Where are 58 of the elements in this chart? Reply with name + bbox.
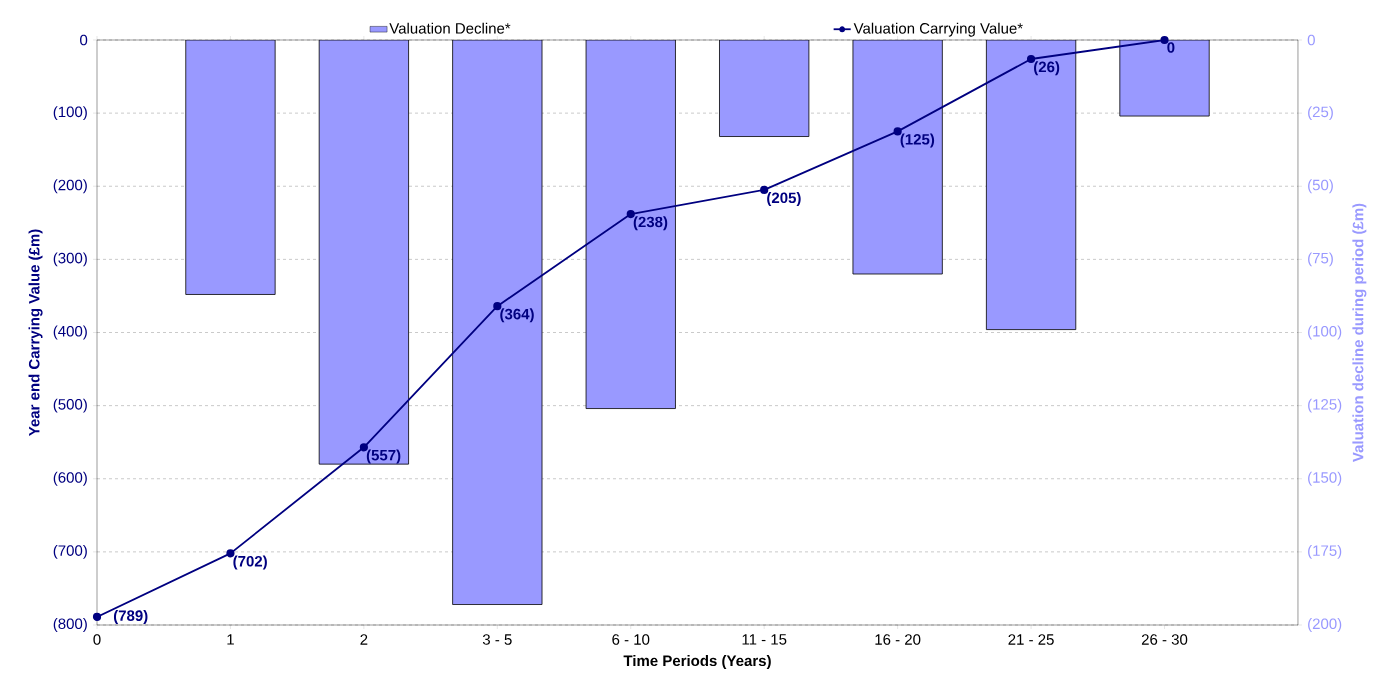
x-tick-label: 3 - 5 bbox=[482, 634, 512, 645]
x-tick-label: 26 - 30 bbox=[1141, 634, 1188, 645]
bar bbox=[719, 40, 810, 137]
y-tick-label: (400) bbox=[53, 325, 87, 340]
y2-tick-label: (175) bbox=[1308, 544, 1342, 559]
legend-label: Valuation Decline* bbox=[389, 22, 511, 34]
x-tick-label: 11 - 15 bbox=[742, 634, 787, 645]
x-tick-label: 16 - 20 bbox=[875, 634, 921, 645]
y-tick-label: (200) bbox=[53, 179, 87, 194]
x-tick-label: 21 - 25 bbox=[1008, 634, 1054, 645]
legend-label: Valuation Carrying Value* bbox=[853, 22, 1023, 37]
x-tick-label: 1 bbox=[227, 634, 234, 645]
data-label: (557) bbox=[366, 449, 401, 464]
bar bbox=[852, 40, 943, 275]
point bbox=[226, 549, 235, 558]
bar bbox=[985, 40, 1077, 330]
point bbox=[359, 443, 368, 452]
y-tick-label: (300) bbox=[53, 252, 87, 267]
y2-axis-title: Valuation decline during period (£m) bbox=[1352, 203, 1367, 462]
y-tick-label: (800) bbox=[53, 618, 87, 632]
data-label: (702) bbox=[233, 555, 267, 570]
point bbox=[1026, 54, 1036, 64]
y2-tick-label: 0 bbox=[1307, 34, 1315, 46]
bar bbox=[1119, 40, 1210, 117]
point bbox=[626, 209, 635, 219]
point bbox=[92, 612, 102, 622]
y-tick-label: 0 bbox=[80, 34, 88, 46]
data-label: (26) bbox=[1034, 61, 1060, 76]
y2-tick-label: (50) bbox=[1308, 179, 1333, 194]
y2-tick-label: (25) bbox=[1308, 106, 1333, 121]
data-label: (238) bbox=[633, 216, 668, 231]
bar bbox=[452, 40, 543, 605]
data-label: (789) bbox=[113, 609, 148, 624]
y2-tick-label: (125) bbox=[1308, 398, 1342, 413]
y2-tick-label: (100) bbox=[1308, 325, 1342, 340]
x-tick-label: 6 - 10 bbox=[612, 634, 650, 645]
data-label: (205) bbox=[767, 192, 801, 207]
bar bbox=[185, 40, 276, 295]
y-axis-title: Year end Carrying Value (£m) bbox=[28, 229, 43, 437]
y2-tick-label: (75) bbox=[1308, 252, 1333, 267]
data-label: (364) bbox=[500, 308, 534, 323]
y2-tick-label: (150) bbox=[1308, 471, 1342, 486]
data-label: 0 bbox=[1167, 42, 1175, 53]
point bbox=[893, 127, 902, 136]
y2-tick-label: (200) bbox=[1308, 618, 1342, 632]
x-axis-title: Time Periods (Years) bbox=[623, 655, 771, 669]
y-tick-label: (600) bbox=[53, 471, 87, 486]
y-tick-label: (500) bbox=[53, 398, 87, 413]
bar bbox=[318, 40, 409, 465]
bar bbox=[585, 40, 676, 409]
x-tick-label: 0 bbox=[93, 634, 101, 645]
point bbox=[1160, 35, 1169, 45]
data-label: (125) bbox=[900, 133, 935, 148]
y-tick-label: (100) bbox=[53, 106, 87, 121]
point bbox=[493, 302, 502, 311]
y-tick-label: (700) bbox=[53, 544, 87, 559]
x-tick-label: 2 bbox=[360, 634, 368, 645]
point bbox=[760, 185, 769, 194]
